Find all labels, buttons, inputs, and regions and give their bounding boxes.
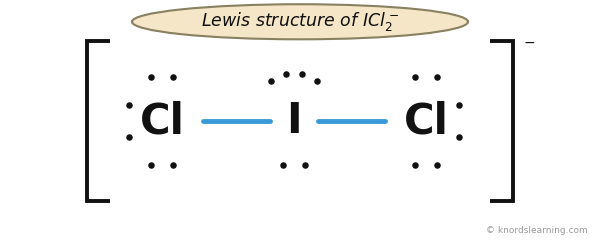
Point xyxy=(410,163,420,166)
Point xyxy=(146,76,156,79)
Point xyxy=(432,163,442,166)
Point xyxy=(124,103,134,107)
Point xyxy=(432,76,442,79)
Text: −: − xyxy=(524,36,535,50)
Text: $\mathit{Lewis\ structure\ of\ ICl_2^-}$: $\mathit{Lewis\ structure\ of\ ICl_2^-}$ xyxy=(201,10,399,33)
Point xyxy=(312,79,322,83)
Text: Cl: Cl xyxy=(140,100,184,142)
Text: I: I xyxy=(286,100,302,142)
Point xyxy=(454,135,464,139)
Point xyxy=(168,163,178,166)
Point xyxy=(297,72,307,76)
Ellipse shape xyxy=(132,4,468,39)
Point xyxy=(300,163,310,166)
Text: © knordslearning.com: © knordslearning.com xyxy=(486,226,588,235)
Point xyxy=(168,76,178,79)
Point xyxy=(266,79,276,83)
Point xyxy=(454,103,464,107)
Point xyxy=(278,163,288,166)
Point xyxy=(410,76,420,79)
Text: Cl: Cl xyxy=(404,100,448,142)
Point xyxy=(281,72,291,76)
Point xyxy=(124,135,134,139)
Point xyxy=(146,163,156,166)
